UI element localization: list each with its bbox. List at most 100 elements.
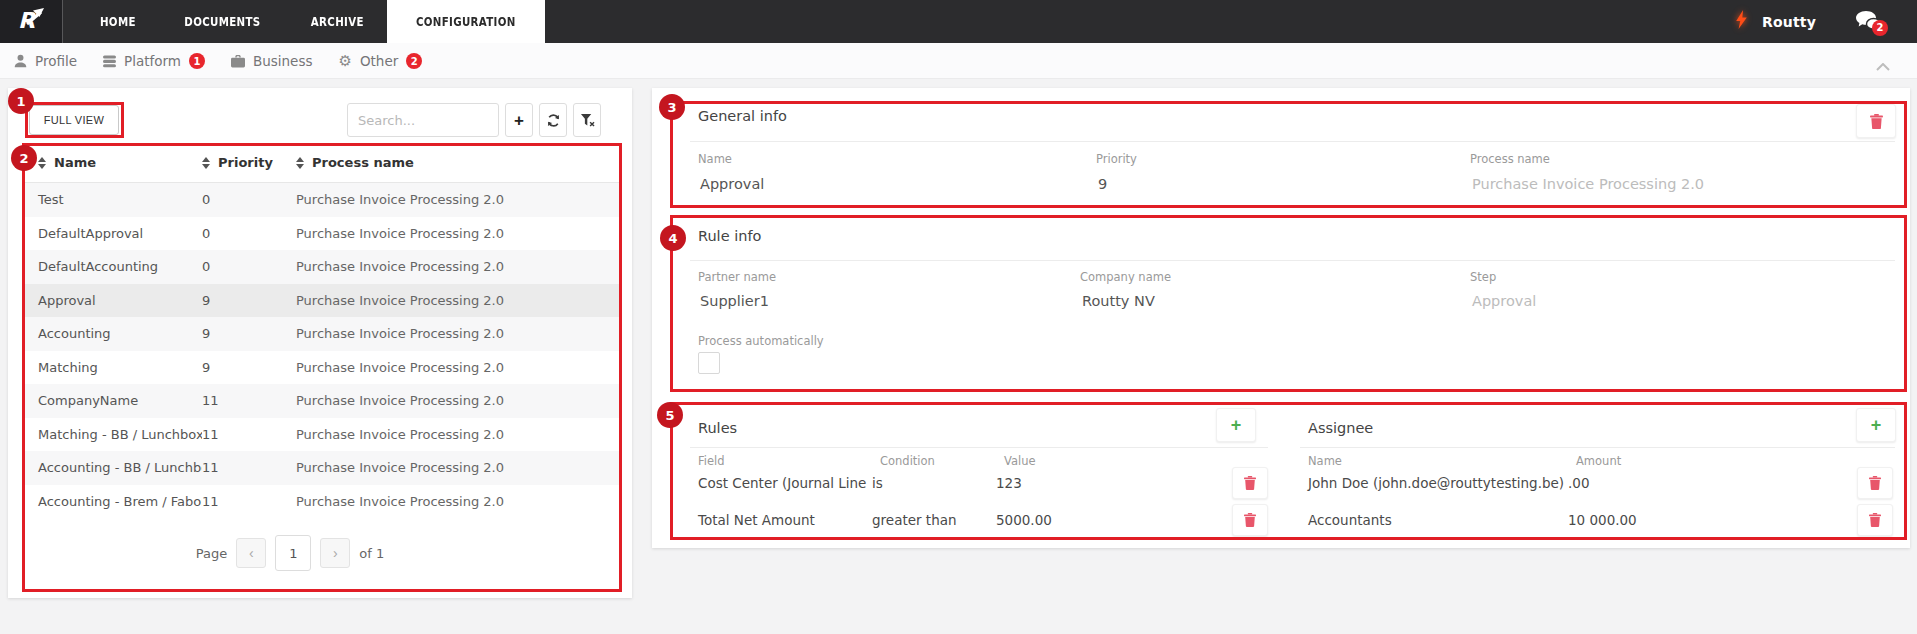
table-row[interactable]: Accounting - BB / Lunchbox11Purchase Inv…: [22, 451, 622, 485]
name-label: Name: [698, 152, 732, 166]
cell-process: Purchase Invoice Processing 2.0: [296, 326, 622, 341]
rule-condition-row: Total Net Amount greater than 5000.00: [690, 501, 1270, 538]
annotation-marker-5: 5: [657, 402, 683, 428]
assignee-amount: .00: [1568, 475, 1857, 491]
nav-item-documents[interactable]: DOCUMENTS: [158, 0, 287, 43]
collapse-panel-button[interactable]: [1876, 56, 1890, 75]
cell-name: Accounting: [22, 326, 202, 341]
cell-process: Purchase Invoice Processing 2.0: [296, 360, 622, 375]
company-name-value[interactable]: Routty NV: [1082, 293, 1155, 309]
search-input[interactable]: [347, 103, 499, 137]
nav-item-label: DOCUMENTS: [184, 14, 260, 29]
column-label: Priority: [218, 155, 273, 170]
cell-name: Accounting - Brem / Fabory: [22, 494, 202, 509]
cell-name: Test: [22, 192, 202, 207]
add-condition-button[interactable]: +: [1216, 408, 1256, 442]
assignee-name: John Doe (john.doe@routtytesting.be): [1300, 475, 1568, 491]
cell-process: Purchase Invoice Processing 2.0: [296, 460, 622, 475]
priority-value[interactable]: 9: [1098, 176, 1107, 192]
table-row[interactable]: Matching9Purchase Invoice Processing 2.0: [22, 351, 622, 385]
clear-filter-button[interactable]: [573, 103, 601, 137]
section-divider: [1300, 447, 1895, 448]
annotation-marker-4: 4: [660, 225, 686, 251]
table-row[interactable]: Matching - BB / Lunchbox11Purchase Invoi…: [22, 418, 622, 452]
delete-rule-button[interactable]: [1856, 104, 1896, 138]
tab-label: Platform: [124, 53, 181, 69]
table-body: Test0Purchase Invoice Processing 2.0 Def…: [22, 183, 622, 518]
full-view-button[interactable]: FULL VIEW: [29, 105, 119, 135]
other-badge: 2: [406, 53, 422, 69]
column-label: Process name: [312, 155, 414, 170]
name-value[interactable]: Approval: [700, 176, 764, 192]
refresh-icon: [546, 113, 561, 128]
messages-button[interactable]: 2: [1856, 11, 1882, 33]
prev-page-button[interactable]: ‹: [236, 538, 266, 568]
table-row[interactable]: Accounting - Brem / Fabory11Purchase Inv…: [22, 485, 622, 519]
table-row[interactable]: Accounting9Purchase Invoice Processing 2…: [22, 317, 622, 351]
refresh-button[interactable]: [539, 103, 567, 137]
assignee-title: Assignee: [1308, 420, 1373, 436]
nav-item-label: CONFIGURATION: [416, 14, 516, 29]
cell-priority: 0: [202, 192, 296, 207]
next-page-button[interactable]: ›: [320, 538, 350, 568]
table-row[interactable]: Test0Purchase Invoice Processing 2.0: [22, 183, 622, 217]
cell-priority: 11: [202, 460, 296, 475]
partner-name-value[interactable]: Supplier1: [700, 293, 769, 309]
table-row[interactable]: DefaultApproval0Purchase Invoice Process…: [22, 217, 622, 251]
cell-process: Purchase Invoice Processing 2.0: [296, 393, 622, 408]
sort-icon: [296, 157, 304, 169]
assignee-amount: 10 000.00: [1568, 512, 1857, 528]
annotation-marker-3: 3: [659, 94, 685, 120]
table-row[interactable]: CompanyName11Purchase Invoice Processing…: [22, 384, 622, 418]
nav-item-label: HOME: [100, 14, 136, 29]
nav-item-configuration[interactable]: CONFIGURATION: [387, 0, 545, 43]
sort-icon: [202, 157, 210, 169]
brand-name: Routty: [1762, 14, 1816, 30]
main-menu: HOME DOCUMENTS ARCHIVE CONFIGURATION: [78, 0, 545, 43]
rule-condition: greater than: [872, 512, 996, 528]
trash-icon: [1244, 513, 1256, 527]
chevron-left-icon: ‹: [249, 545, 254, 561]
trash-icon: [1244, 476, 1256, 490]
cell-name: DefaultApproval: [22, 226, 202, 241]
plus-icon: +: [1231, 416, 1242, 434]
column-header-name[interactable]: Name: [22, 155, 202, 170]
plus-icon: +: [1871, 416, 1882, 434]
cell-process: Purchase Invoice Processing 2.0: [296, 494, 622, 509]
cell-priority: 9: [202, 326, 296, 341]
trash-icon: [1869, 476, 1881, 490]
cell-priority: 11: [202, 494, 296, 509]
column-header-process-name[interactable]: Process name: [296, 155, 622, 170]
process-name-label: Process name: [1470, 152, 1550, 166]
page-number-input[interactable]: [275, 535, 311, 571]
cell-priority: 9: [202, 360, 296, 375]
column-label: Name: [54, 155, 96, 170]
column-header-priority[interactable]: Priority: [202, 155, 296, 170]
table-row[interactable]: DefaultAccounting0Purchase Invoice Proce…: [22, 250, 622, 284]
section-divider: [690, 141, 1895, 142]
delete-condition-button[interactable]: [1232, 467, 1268, 499]
process-automatically-checkbox[interactable]: [698, 352, 720, 374]
delete-assignee-button[interactable]: [1857, 504, 1893, 536]
cell-process: Purchase Invoice Processing 2.0: [296, 259, 622, 274]
nav-item-archive[interactable]: ARCHIVE: [287, 0, 388, 43]
general-info-title: General info: [698, 108, 787, 124]
tab-business[interactable]: Business: [231, 53, 313, 69]
nav-item-home[interactable]: HOME: [78, 0, 158, 43]
table-row-selected[interactable]: Approval9Purchase Invoice Processing 2.0: [22, 284, 622, 318]
add-rule-button[interactable]: +: [505, 103, 533, 137]
filter-x-icon: [580, 113, 595, 127]
partner-name-label: Partner name: [698, 270, 776, 284]
app-logo[interactable]: R: [0, 0, 63, 43]
delete-assignee-button[interactable]: [1857, 467, 1893, 499]
page-count-label: of 1: [359, 546, 384, 561]
add-assignee-button[interactable]: +: [1856, 408, 1896, 442]
tab-platform[interactable]: Platform 1: [103, 53, 205, 69]
rule-value: 5000.00: [996, 512, 1232, 528]
tab-other[interactable]: ⚙ Other 2: [338, 53, 422, 69]
cell-name: Approval: [22, 293, 202, 308]
process-name-value: Purchase Invoice Processing 2.0: [1472, 176, 1704, 192]
delete-condition-button[interactable]: [1232, 504, 1268, 536]
tab-profile[interactable]: Profile: [14, 53, 77, 69]
gear-icon: ⚙: [338, 54, 351, 69]
